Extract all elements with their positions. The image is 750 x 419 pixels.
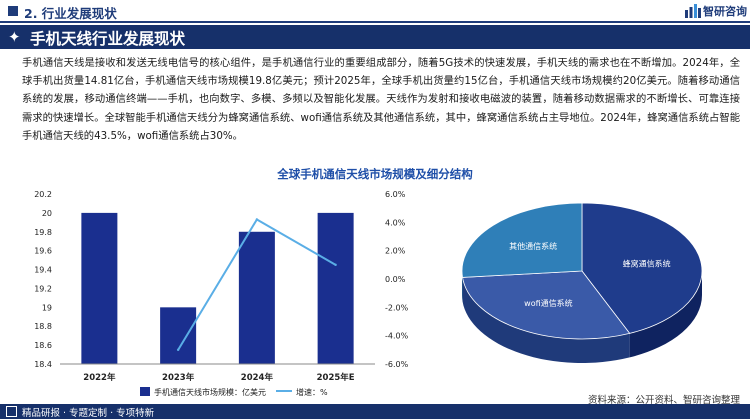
chart-title: 全球手机通信天线市场规模及细分结构 <box>277 167 473 181</box>
combo-chart: 18.4 18.6 18.8 19 19.2 19.4 19.6 19.8 20 20.2 6.0%… <box>34 190 703 397</box>
y-right-tick-label: -2.0% <box>385 303 409 312</box>
y-right-tick-label: -6.0% <box>385 360 409 369</box>
header-divider <box>0 21 750 23</box>
y-left-tick-label: 18.8 <box>34 322 52 331</box>
growth-point <box>176 348 180 352</box>
source-note: 资料来源：公开资料、智研咨询整理 <box>587 395 740 406</box>
body-paragraph: 手机通信天线是接收和发送无线电信号的核心组件，是手机通信行业的重要组成部分，随着… <box>22 57 740 142</box>
y-right-tick-label: 6.0% <box>385 190 406 199</box>
bar <box>81 212 118 364</box>
pie-slice-label: wofi通信系统 <box>524 298 572 308</box>
y-left-tick-label: 19.6 <box>34 247 52 256</box>
growth-point <box>334 263 337 267</box>
y-left-tick-label: 18.6 <box>34 341 52 350</box>
brand-logo-text: 智研咨询 <box>703 5 747 18</box>
pie-slice <box>461 202 583 278</box>
growth-point <box>255 218 259 221</box>
title-bar: ✦ 手机天线行业发展现状 <box>0 25 750 49</box>
y-left-tick-label: 20 <box>42 209 52 218</box>
footer-tagline: 精品研报 · 专题定制 · 专项特新 <box>22 408 155 419</box>
star-icon: ✦ <box>8 28 21 46</box>
pie-side-wall <box>629 271 702 358</box>
y-left-tick-label: 20.2 <box>34 190 52 199</box>
page-title: 手机天线行业发展现状 <box>30 30 186 48</box>
legend-bar-label: 手机通信天线市场规模：亿美元 <box>154 387 266 397</box>
y-right-tick-label: 0.0% <box>385 275 406 284</box>
y-left-tick-label: 19.2 <box>34 284 52 293</box>
pie-slice-label: 其他通信系统 <box>509 241 557 251</box>
top-header: 2. 行业发展现状 智研咨询 <box>0 0 750 22</box>
y-left-tick-label: 19.4 <box>34 266 52 275</box>
section-marker-icon <box>8 6 18 16</box>
legend-bar-swatch <box>140 387 150 396</box>
x-tick-label: 2025年E <box>317 372 355 383</box>
pie-slice-label: 蜂窝通信系统 <box>623 258 671 268</box>
logo-icon <box>685 4 701 18</box>
y-right-tick-label: 4.0% <box>385 218 406 227</box>
footer-bar: 精品研报 · 专题定制 · 专项特新 <box>0 404 750 419</box>
report-icon <box>6 406 17 417</box>
pie-slice <box>581 202 703 334</box>
y-right-tick-label: 2.0% <box>385 247 406 256</box>
bar <box>160 307 197 364</box>
bar <box>317 212 354 364</box>
x-tick-label: 2024年 <box>241 372 274 383</box>
bar <box>238 231 275 364</box>
x-tick-label: 2023年 <box>162 372 195 383</box>
y-left-tick-label: 18.4 <box>34 360 52 369</box>
section-title: 2. 行业发展现状 <box>24 6 117 21</box>
pie-side-wall <box>462 277 630 364</box>
y-right-tick-label: -4.0% <box>385 332 409 341</box>
y-left-tick-label: 19 <box>42 303 52 312</box>
y-left-tick-label: 19.8 <box>34 228 52 237</box>
legend-line-label: 增速：% <box>296 387 328 397</box>
pie-slice <box>462 270 631 340</box>
x-tick-label: 2022年 <box>83 372 116 383</box>
